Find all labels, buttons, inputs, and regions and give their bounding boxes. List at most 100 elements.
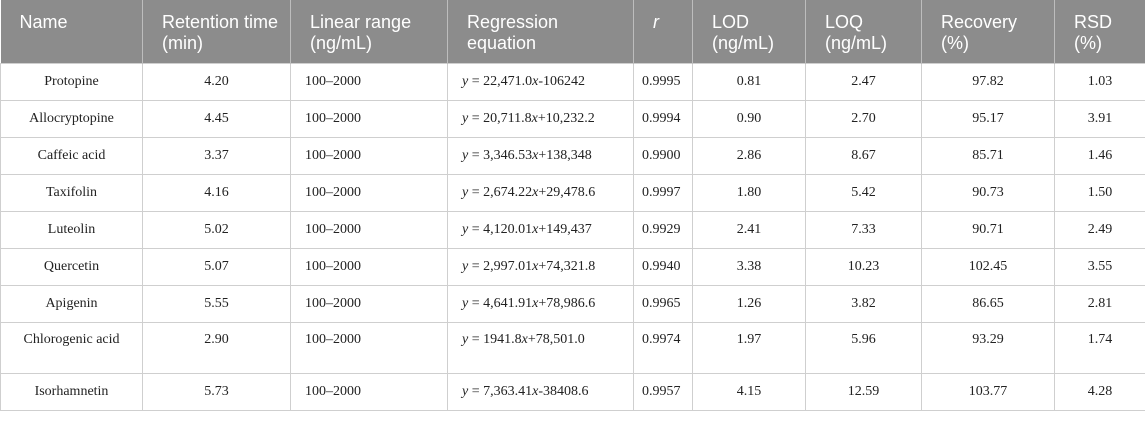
r-value-cell: 0.9974	[633, 321, 693, 374]
r-value-cell: 0.9957	[633, 372, 693, 411]
recovery-cell: 93.29	[921, 321, 1055, 374]
lod-cell: 1.80	[692, 173, 806, 212]
table-row: Chlorogenic acid 2.90 100–2000 y = 1941.8x+…	[0, 321, 1145, 374]
recovery-cell: 102.45	[921, 247, 1055, 286]
table-header: Name Retention time (min) Linear range (…	[0, 0, 1145, 63]
linear-range-cell: 100–2000	[290, 62, 448, 101]
table-row: Caffeic acid 3.37 100–2000 y = 3,346.53x+13…	[0, 136, 1145, 175]
regression-equation-cell: y = 3,346.53x+138,348	[447, 136, 634, 175]
loq-cell: 5.42	[805, 173, 922, 212]
table-row: Isorhamnetin 5.73 100–2000 y = 7,363.41x-38…	[0, 372, 1145, 411]
r-value-cell: 0.9940	[633, 247, 693, 286]
rsd-cell: 2.49	[1054, 210, 1145, 249]
regression-equation-cell: y = 2,997.01x+74,321.8	[447, 247, 634, 286]
header-linear-range: Linear range (ng/mL)	[290, 0, 448, 63]
loq-cell: 10.23	[805, 247, 922, 286]
linear-range-cell: 100–2000	[290, 247, 448, 286]
loq-cell: 5.96	[805, 321, 922, 374]
retention-time-cell: 4.16	[142, 173, 291, 212]
rsd-cell: 3.91	[1054, 99, 1145, 138]
loq-cell: 7.33	[805, 210, 922, 249]
header-rsd: RSD (%)	[1054, 0, 1145, 63]
rsd-cell: 4.28	[1054, 372, 1145, 411]
equation-variable: y	[462, 331, 469, 347]
equation-variable: y	[462, 258, 469, 274]
header-name: Name	[0, 0, 143, 63]
recovery-cell: 90.71	[921, 210, 1055, 249]
compound-name-cell: Taxifolin	[0, 173, 143, 212]
linear-range-cell: 100–2000	[290, 372, 448, 411]
lod-cell: 2.86	[692, 136, 806, 175]
recovery-cell: 86.65	[921, 284, 1055, 323]
equation-x-variable: x	[532, 147, 539, 163]
regression-equation-cell: y = 22,471.0x-106242	[447, 62, 634, 101]
equation-x-variable: x	[532, 73, 539, 89]
recovery-cell: 103.77	[921, 372, 1055, 411]
equation-text: = 2,997.01x+74,321.8	[471, 258, 596, 274]
rsd-cell: 1.50	[1054, 173, 1145, 212]
compound-name-cell: Isorhamnetin	[0, 372, 143, 411]
retention-time-cell: 4.20	[142, 62, 291, 101]
equation-text: = 7,363.41x-38408.6	[471, 383, 589, 399]
table-row: Allocryptopine 4.45 100–2000 y = 20,711.8x+…	[0, 99, 1145, 138]
equation-variable: y	[462, 221, 469, 237]
recovery-cell: 85.71	[921, 136, 1055, 175]
header-retention-time: Retention time (min)	[142, 0, 291, 63]
regression-equation-cell: y = 2,674.22x+29,478.6	[447, 173, 634, 212]
compound-name-cell: Quercetin	[0, 247, 143, 286]
retention-time-cell: 3.37	[142, 136, 291, 175]
lod-cell: 1.26	[692, 284, 806, 323]
header-regression-equation: Regression equation	[447, 0, 634, 63]
r-value-cell: 0.9900	[633, 136, 693, 175]
table-row: Protopine 4.20 100–2000 y = 22,471.0x-10624…	[0, 62, 1145, 101]
equation-text: = 20,711.8x+10,232.2	[471, 110, 595, 126]
equation-variable: y	[462, 383, 469, 399]
recovery-cell: 95.17	[921, 99, 1055, 138]
header-r: r	[633, 0, 693, 63]
lod-cell: 0.90	[692, 99, 806, 138]
equation-x-variable: x	[532, 295, 539, 311]
r-value-cell: 0.9995	[633, 62, 693, 101]
validation-table: Name Retention time (min) Linear range (…	[0, 0, 1145, 411]
loq-cell: 12.59	[805, 372, 922, 411]
header-recovery: Recovery (%)	[921, 0, 1055, 63]
equation-x-variable: x	[532, 221, 539, 237]
equation-x-variable: x	[532, 258, 539, 274]
lod-cell: 3.38	[692, 247, 806, 286]
regression-equation-cell: y = 20,711.8x+10,232.2	[447, 99, 634, 138]
loq-cell: 3.82	[805, 284, 922, 323]
loq-cell: 2.47	[805, 62, 922, 101]
retention-time-cell: 5.55	[142, 284, 291, 323]
linear-range-cell: 100–2000	[290, 173, 448, 212]
r-value-cell: 0.9994	[633, 99, 693, 138]
equation-text: = 1941.8x+78,501.0	[471, 331, 585, 347]
r-value-cell: 0.9929	[633, 210, 693, 249]
table-row: Quercetin 5.07 100–2000 y = 2,997.01x+74,32…	[0, 247, 1145, 286]
equation-x-variable: x	[531, 110, 538, 126]
rsd-cell: 1.46	[1054, 136, 1145, 175]
compound-name-cell: Apigenin	[0, 284, 143, 323]
equation-text: = 2,674.22x+29,478.6	[471, 184, 596, 200]
r-value-cell: 0.9965	[633, 284, 693, 323]
regression-equation-cell: y = 1941.8x+78,501.0	[447, 321, 634, 374]
compound-name-cell: Protopine	[0, 62, 143, 101]
regression-equation-cell: y = 7,363.41x-38408.6	[447, 372, 634, 411]
lod-cell: 2.41	[692, 210, 806, 249]
equation-text: = 22,471.0x-106242	[471, 73, 586, 89]
equation-variable: y	[462, 73, 469, 89]
header-lod: LOD (ng/mL)	[692, 0, 806, 63]
equation-variable: y	[462, 110, 469, 126]
header-loq: LOQ (ng/mL)	[805, 0, 922, 63]
compound-name-cell: Allocryptopine	[0, 99, 143, 138]
recovery-cell: 97.82	[921, 62, 1055, 101]
linear-range-cell: 100–2000	[290, 284, 448, 323]
rsd-cell: 2.81	[1054, 284, 1145, 323]
table-row: Apigenin 5.55 100–2000 y = 4,641.91x+78,986…	[0, 284, 1145, 323]
rsd-cell: 1.03	[1054, 62, 1145, 101]
equation-variable: y	[462, 295, 469, 311]
linear-range-cell: 100–2000	[290, 210, 448, 249]
rsd-cell: 3.55	[1054, 247, 1145, 286]
retention-time-cell: 4.45	[142, 99, 291, 138]
regression-equation-cell: y = 4,641.91x+78,986.6	[447, 284, 634, 323]
r-value-cell: 0.9997	[633, 173, 693, 212]
